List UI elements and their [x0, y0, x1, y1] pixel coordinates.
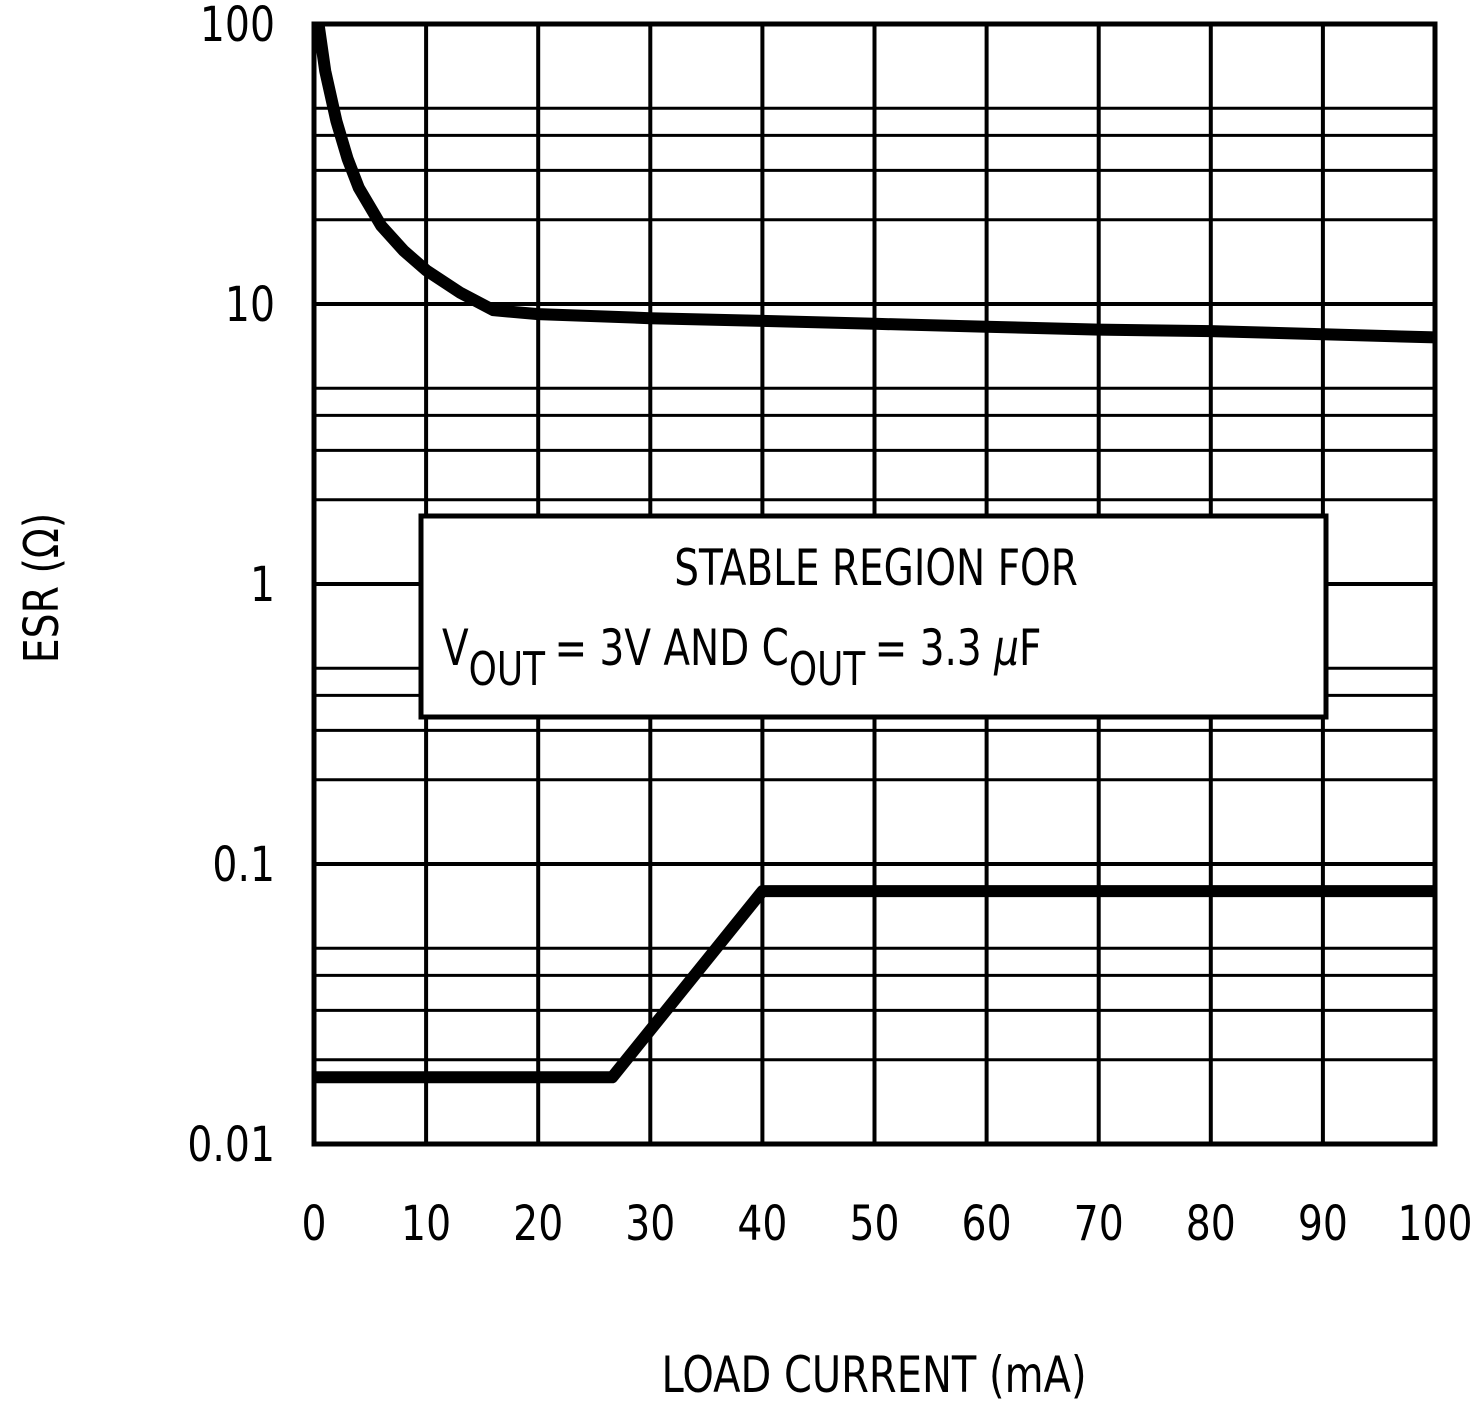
x-axis-label: LOAD CURRENT (mA): [661, 1346, 1086, 1401]
x-tick-label: 100: [1397, 1196, 1472, 1252]
x-tick-label: 90: [1298, 1196, 1348, 1252]
lower-esr-limit-curve: [314, 885, 1435, 1084]
x-tick-label: 60: [962, 1196, 1012, 1252]
y-tick-label: 0.01: [187, 1117, 275, 1173]
x-tick-label: 0: [301, 1196, 326, 1252]
y-tick-label: 10: [225, 277, 275, 333]
stable-region-annotation: STABLE REGION FOR VOUT = 3V AND COUT = 3.3…: [418, 513, 1329, 720]
y-tick-label: 1: [250, 557, 275, 613]
annotation-line1: STABLE REGION FOR: [674, 538, 1078, 597]
x-tick-label: 10: [401, 1196, 451, 1252]
x-tick-labels: 0 10 20 30 40 50 60 70 80 90 100: [301, 1196, 1472, 1252]
x-tick-label: 70: [1074, 1196, 1124, 1252]
x-tick-label: 20: [513, 1196, 563, 1252]
x-tick-label: 80: [1186, 1196, 1236, 1252]
y-tick-label: 100: [200, 0, 275, 53]
data-curves: [312, 23, 1436, 1084]
upper-esr-limit-curve: [312, 23, 1436, 344]
y-tick-labels: 0.01 0.1 1 10 100: [187, 0, 275, 1173]
y-axis-label: ESR (Ω): [14, 513, 70, 663]
x-tick-label: 40: [737, 1196, 787, 1252]
y-tick-label: 0.1: [212, 837, 275, 893]
annotation-line2: VOUT = 3V AND COUT = 3.3 μF: [442, 618, 1041, 696]
x-tick-label: 30: [625, 1196, 675, 1252]
x-tick-label: 50: [849, 1196, 899, 1252]
plot-frame: [311, 21, 1438, 1147]
